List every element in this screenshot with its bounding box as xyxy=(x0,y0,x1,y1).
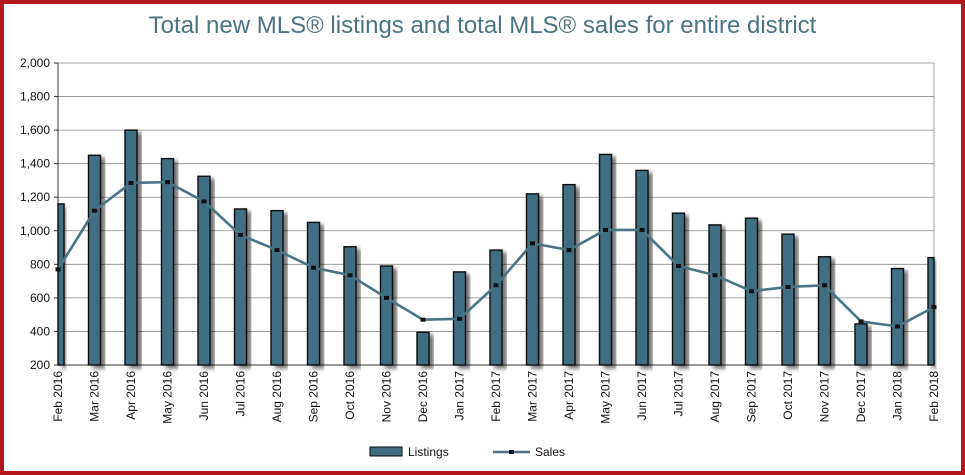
sales-point xyxy=(931,305,937,310)
listings-bar xyxy=(197,175,211,366)
chart-title: Total new MLS® listings and total MLS® s… xyxy=(148,12,817,39)
listings-bar xyxy=(671,212,686,366)
listings-bar xyxy=(306,221,321,366)
x-tick-label: Feb 2017 xyxy=(489,371,503,422)
x-axis-ticks: Feb 2016 Mar 2016 Apr 2016 May 2016 Jun 2016… xyxy=(51,371,941,424)
listings-bar xyxy=(525,193,540,366)
listings-bars xyxy=(57,129,935,366)
y-tick-label: 800 xyxy=(30,257,50,271)
listings-bar xyxy=(562,183,576,366)
legend-sales-label: Sales xyxy=(535,445,565,459)
legend-listings-label: Listings xyxy=(408,445,449,459)
x-tick-label: Nov 2017 xyxy=(818,371,832,423)
sales-point xyxy=(128,180,134,185)
legend: Listings Sales xyxy=(369,445,565,459)
x-tick-label: Nov 2016 xyxy=(380,371,394,423)
listings-bar xyxy=(854,323,868,366)
x-tick-label: Apr 2016 xyxy=(124,371,138,420)
sales-point xyxy=(676,264,681,269)
legend-sales-marker xyxy=(509,450,514,454)
sales-point xyxy=(895,324,900,329)
x-tick-label: Apr 2017 xyxy=(562,371,576,420)
sales-point xyxy=(566,248,572,253)
x-tick-label: Dec 2017 xyxy=(854,371,868,423)
sales-point xyxy=(639,227,645,232)
y-axis-ticks: 200 400 600 800 1,000 1,200 1,400 1,600 1,800 2,0… xyxy=(20,56,58,372)
sales-point xyxy=(749,289,754,294)
y-tick-label: 400 xyxy=(30,324,50,338)
x-tick-label: May 2017 xyxy=(599,371,613,424)
x-tick-label: Jan 2017 xyxy=(453,371,467,421)
sales-point xyxy=(347,273,353,278)
sales-point xyxy=(420,317,426,322)
listings-bar xyxy=(124,129,138,366)
listings-bar xyxy=(87,154,102,366)
listings-bar xyxy=(416,331,430,366)
sales-line xyxy=(55,180,937,329)
y-tick-label: 1,200 xyxy=(20,190,50,204)
listings-bar xyxy=(817,256,832,366)
listings-bar xyxy=(233,208,248,366)
x-tick-label: Feb 2016 xyxy=(51,371,65,422)
listings-bar xyxy=(598,153,613,366)
sales-point xyxy=(55,267,61,272)
listings-bar xyxy=(379,265,394,366)
x-tick-label: Oct 2017 xyxy=(781,371,795,420)
listings-bar xyxy=(635,169,649,366)
y-tick-label: 1,000 xyxy=(20,224,50,238)
x-tick-label: Jan 2018 xyxy=(891,371,905,421)
sales-point xyxy=(274,248,280,253)
sales-point xyxy=(785,284,791,289)
listings-bar xyxy=(489,249,503,366)
x-tick-label: Jun 2017 xyxy=(635,371,649,421)
sales-point xyxy=(238,232,243,237)
y-tick-label: 1,800 xyxy=(20,90,50,104)
sales-point xyxy=(92,208,97,213)
y-tick-label: 1,400 xyxy=(20,157,50,171)
x-tick-label: Oct 2016 xyxy=(343,371,357,420)
x-tick-label: Jul 2016 xyxy=(234,371,248,417)
sales-point xyxy=(457,316,462,321)
x-tick-label: Aug 2016 xyxy=(270,371,284,423)
listings-bar xyxy=(890,267,905,366)
y-tick-label: 1,600 xyxy=(20,123,50,137)
x-tick-label: Jun 2016 xyxy=(197,371,211,421)
x-tick-label: Sep 2017 xyxy=(745,371,759,423)
sales-point xyxy=(311,265,316,270)
sales-point xyxy=(603,227,608,232)
sales-point xyxy=(201,199,207,204)
x-tick-label: Mar 2016 xyxy=(88,371,102,422)
x-tick-label: May 2016 xyxy=(161,371,175,424)
sales-point xyxy=(530,241,535,246)
y-tick-label: 2,000 xyxy=(20,56,50,70)
listings-bar xyxy=(708,224,722,366)
listings-bar xyxy=(781,233,795,366)
listings-bar xyxy=(270,209,284,366)
x-tick-label: Mar 2017 xyxy=(526,371,540,422)
y-tick-label: 600 xyxy=(30,291,50,305)
x-tick-label: Dec 2016 xyxy=(416,371,430,423)
legend-listings-swatch xyxy=(369,446,403,457)
sales-point xyxy=(822,283,827,288)
x-tick-label: Feb 2018 xyxy=(927,371,941,422)
listings-bar xyxy=(343,246,357,366)
listings-bar xyxy=(57,203,65,366)
sales-point xyxy=(858,319,864,324)
x-tick-label: Aug 2017 xyxy=(708,371,722,423)
x-tick-label: Jul 2017 xyxy=(672,371,686,417)
sales-point xyxy=(493,283,499,288)
listings-bar xyxy=(160,157,175,366)
listings-bar xyxy=(927,256,935,366)
sales-point xyxy=(165,180,170,185)
sales-point xyxy=(384,295,389,300)
sales-point xyxy=(712,273,718,278)
x-tick-label: Sep 2016 xyxy=(307,371,321,423)
y-tick-label: 200 xyxy=(30,358,50,372)
